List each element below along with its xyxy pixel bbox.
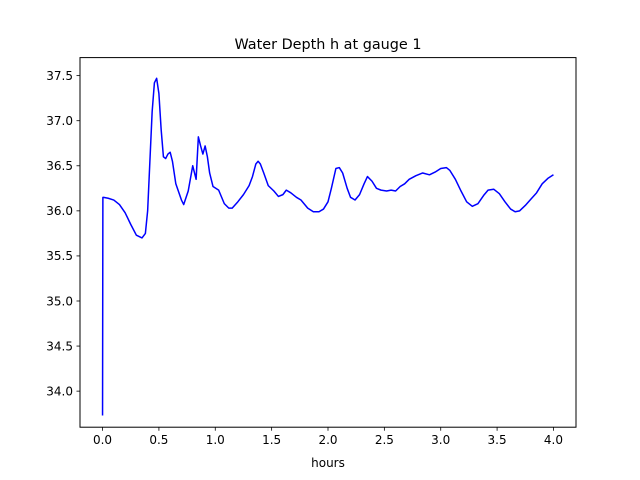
x-tick-label: 1.0	[206, 433, 225, 447]
y-axis-ticks: 34.0 34.5 35.0 35.5 36.0 36.5 37.0 37.5	[46, 69, 80, 398]
x-tick-label: 2.0	[318, 433, 337, 447]
x-axis-label: hours	[311, 456, 345, 470]
y-tick-label: 35.0	[46, 294, 73, 308]
plot-frame	[79, 57, 577, 428]
x-tick-label: 3.5	[488, 433, 507, 447]
x-tick-label: 3.0	[431, 433, 450, 447]
y-tick-label: 36.0	[46, 204, 73, 218]
x-tick-label: 1.5	[262, 433, 281, 447]
x-tick-label: 0.0	[93, 433, 112, 447]
chart-title: Water Depth h at gauge 1	[234, 37, 421, 53]
y-tick-label: 36.5	[46, 159, 73, 173]
x-axis-ticks: 0.0 0.5 1.0 1.5 2.0 2.5 3.0 3.5 4.0	[93, 427, 563, 447]
x-tick-label: 4.0	[544, 433, 563, 447]
y-tick-label: 34.5	[46, 339, 73, 353]
y-tick-label: 34.0	[46, 384, 73, 398]
y-tick-label: 37.0	[46, 114, 73, 128]
y-tick-label: 37.5	[46, 69, 73, 83]
series-line	[101, 77, 554, 416]
y-tick-label: 35.5	[46, 249, 73, 263]
x-tick-label: 0.5	[149, 433, 168, 447]
series-layer	[101, 77, 554, 416]
x-tick-label: 2.5	[375, 433, 394, 447]
